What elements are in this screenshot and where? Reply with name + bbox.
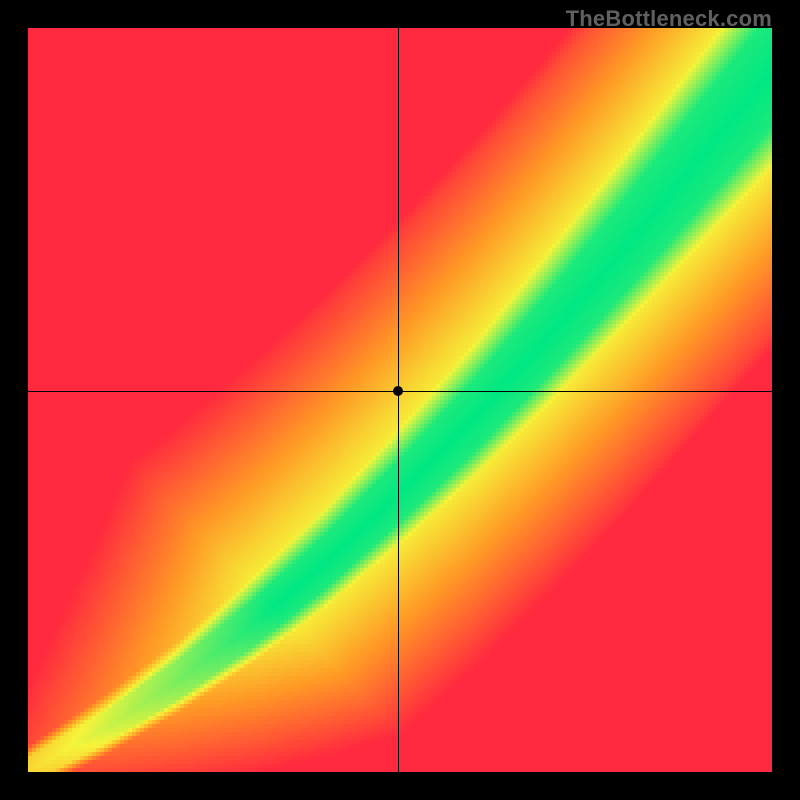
bottleneck-heatmap: [28, 28, 772, 772]
heatmap-canvas: [28, 28, 772, 772]
crosshair-vertical: [398, 28, 399, 772]
selection-marker: [393, 386, 403, 396]
watermark-text: TheBottleneck.com: [566, 6, 772, 32]
